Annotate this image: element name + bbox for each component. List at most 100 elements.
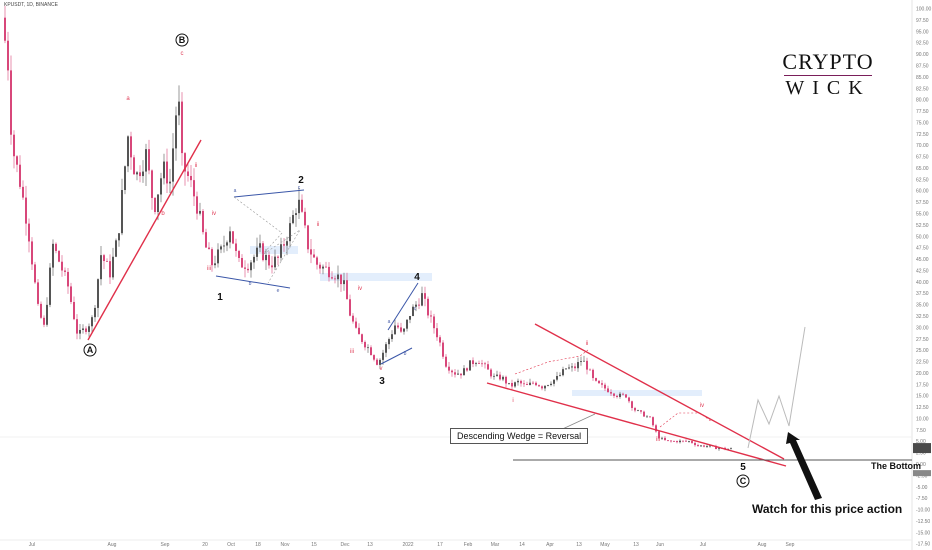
candle-body — [523, 383, 525, 385]
y-tick-label: -12.50 — [916, 519, 930, 525]
x-tick-label: 13 — [576, 542, 582, 548]
y-tick-label: -17.50 — [916, 542, 930, 548]
candle-body — [493, 375, 495, 377]
y-tick-label: 72.50 — [916, 132, 929, 138]
candle-body — [508, 382, 510, 384]
candle-body — [619, 393, 621, 397]
x-tick-label: 17 — [437, 542, 443, 548]
candle-body — [403, 328, 405, 332]
candle-body — [436, 328, 438, 338]
candle-body — [31, 241, 33, 265]
candle-body — [16, 156, 18, 165]
candle-body — [103, 255, 105, 262]
x-tick-label: Jul — [29, 542, 35, 548]
projection-path — [747, 326, 806, 449]
candle-body — [601, 383, 603, 385]
candle-body — [382, 352, 384, 360]
candle-body — [13, 134, 15, 157]
candle-body — [361, 334, 363, 342]
candle-body — [127, 136, 129, 167]
y-tick-label: 85.00 — [916, 75, 929, 81]
y-tick-label: 15.00 — [916, 394, 929, 400]
candle-body — [442, 342, 444, 357]
candle-body — [328, 266, 330, 278]
y-tick-label: -5.00 — [916, 485, 928, 491]
y-tick-label: 70.00 — [916, 143, 929, 149]
candle-body — [223, 245, 225, 247]
resistance-zone — [572, 390, 702, 396]
candle-body — [502, 376, 504, 380]
candle-body — [349, 299, 351, 316]
y-tick-label: -10.00 — [916, 508, 930, 514]
y-tick-label: 20.00 — [916, 371, 929, 377]
sub-wave-label: iv — [700, 403, 704, 409]
candle-body — [133, 157, 135, 175]
candle-body — [70, 286, 72, 302]
x-axis: Jul Aug Sep 20 Oct 18 Nov 15 Dec 13 2022 17 Feb Mar 14… — [0, 539, 912, 548]
candle-body — [688, 441, 690, 442]
candle-body — [40, 303, 42, 318]
y-tick-label: 77.50 — [916, 109, 929, 115]
y-tick-label: 32.50 — [916, 314, 929, 320]
candle-body — [28, 223, 30, 242]
candle-body — [67, 271, 69, 287]
candle-body — [391, 334, 393, 340]
wave-labels: BAC12345abciiiiiivabceiiiiiivvabciiiiiii… — [83, 33, 750, 488]
candle-body — [409, 315, 411, 320]
candle-body — [322, 266, 324, 269]
candle-body — [607, 388, 609, 393]
y-tick-label: 57.50 — [916, 200, 929, 206]
wedge-callout: Descending Wedge = Reversal — [450, 428, 589, 444]
candle-body — [19, 164, 21, 187]
candle-body — [325, 266, 327, 268]
sub-wave-label: i — [512, 398, 513, 404]
candle-body — [346, 280, 348, 300]
candle-body — [43, 317, 45, 325]
candle-body — [316, 257, 318, 265]
wave-label-A-ring — [83, 343, 97, 357]
candle-body — [583, 360, 585, 362]
candle-body — [541, 386, 543, 389]
candle-body — [304, 211, 306, 226]
candle-body — [634, 407, 636, 411]
candle-body — [553, 379, 555, 384]
candle-body — [88, 326, 90, 332]
x-tick-label: Jun — [656, 542, 664, 548]
candle-body — [622, 393, 624, 395]
sub-wave-label: iii — [656, 437, 660, 443]
candle-body — [478, 363, 480, 364]
watch-label: Watch for this price action — [752, 502, 903, 516]
symbol-label: KPUSDT, 1D, BINANCE — [4, 2, 58, 8]
candle-body — [505, 376, 507, 384]
candle-body — [265, 254, 267, 261]
y-tick-label: 87.50 — [916, 63, 929, 69]
candle-body — [163, 161, 165, 179]
candle-body — [439, 337, 441, 343]
sub-wave-label: a — [126, 96, 130, 102]
candle-body — [364, 341, 366, 348]
candle-body — [343, 280, 345, 285]
y-tick-label: 30.00 — [916, 325, 929, 331]
candle-body — [394, 325, 396, 335]
candle-body — [79, 329, 81, 334]
candle-body — [685, 440, 687, 442]
candle-body — [586, 360, 588, 370]
highlight-zones — [0, 246, 912, 438]
candle-body — [193, 180, 195, 197]
y-tick-label: 5.00 — [916, 439, 926, 445]
candle-body — [199, 210, 201, 214]
candle-body — [397, 325, 399, 328]
candle-body — [241, 257, 243, 268]
candle-body — [628, 397, 630, 402]
candle-body — [160, 178, 162, 195]
candle-body — [475, 363, 477, 365]
candle-body — [415, 304, 417, 307]
candle-body — [448, 366, 450, 371]
candle-body — [604, 384, 606, 389]
candle-body — [664, 437, 666, 441]
wave-label-B-ring — [175, 33, 189, 47]
candle-body — [22, 186, 24, 198]
candle-body — [298, 199, 300, 214]
candlestick-series — [4, 5, 732, 451]
